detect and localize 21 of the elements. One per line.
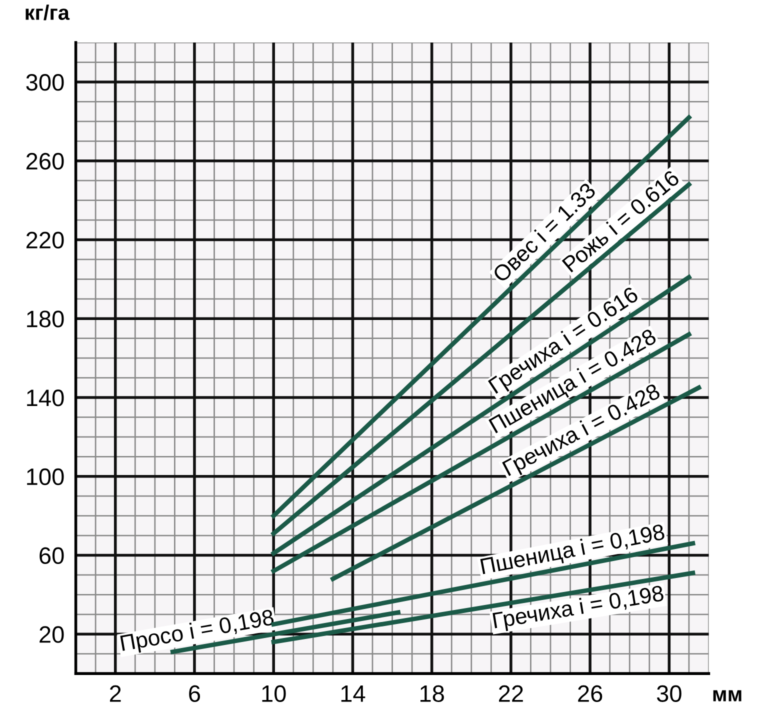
y-tick-label: 100: [27, 468, 64, 486]
x-tick-label: 26: [578, 685, 602, 702]
x-tick-label: 18: [420, 685, 444, 702]
y-tick-label: 180: [27, 310, 64, 328]
y-tick-label: 60: [40, 547, 64, 564]
x-tick-label: 30: [656, 685, 682, 702]
y-tick-label: 260: [26, 152, 64, 170]
x-tick-label: 14: [341, 686, 366, 702]
x-tick-label: 10: [262, 685, 286, 702]
x-tick-label: 6: [189, 685, 200, 702]
text: Гречиха i = 0,198: [492, 584, 665, 633]
x-tick-label: 2: [110, 685, 121, 702]
y-tick-label: 20: [40, 626, 64, 643]
y-axis-title: кг/га: [26, 4, 70, 20]
y-tick-label: 220: [26, 232, 64, 249]
x-axis-title: мм: [713, 690, 742, 702]
y-tick-label: 140: [27, 390, 64, 406]
y-tick-label: 300: [26, 74, 64, 91]
x-tick-label: 22: [498, 685, 523, 702]
text: Просо i = 0,198: [120, 608, 276, 656]
text: Пшеница i = 0,198: [480, 523, 666, 578]
